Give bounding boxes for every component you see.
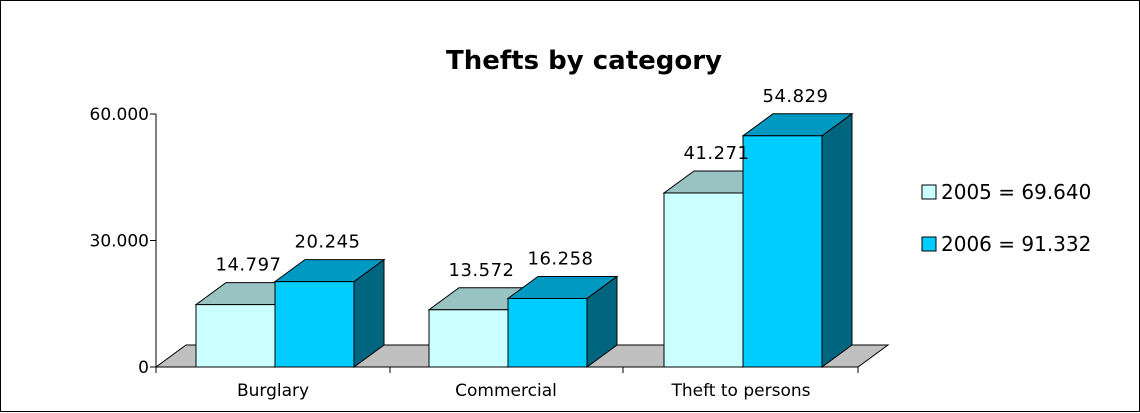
bar-front-face	[428, 309, 509, 368]
legend: 2005 = 69.640 2006 = 91.332	[921, 180, 1091, 256]
y-tick-label: 30.000	[90, 232, 149, 252]
y-tick-label: 60.000	[90, 105, 149, 125]
data-label: 14.797	[216, 255, 282, 276]
data-label: 41.271	[684, 143, 750, 164]
legend-label: 2006 = 91.332	[941, 232, 1091, 256]
bar	[741, 112, 854, 368]
data-labels-layer: 14.797 20.245 13.572 16.258 41.271 54.829	[216, 86, 829, 281]
bar-front-face	[507, 297, 588, 368]
bars-layer	[194, 112, 854, 368]
bar-side-face	[821, 112, 853, 368]
y-tick-label: 0	[138, 358, 149, 378]
bar	[273, 258, 386, 368]
category-label: Burglary	[237, 381, 309, 401]
chart-title: Thefts by category	[446, 46, 722, 76]
legend-item: 2006 = 91.332	[921, 232, 1091, 256]
category-label: Theft to persons	[671, 381, 811, 401]
data-label: 20.245	[295, 232, 361, 253]
legend-swatch	[921, 184, 937, 200]
legend-label: 2005 = 69.640	[941, 180, 1091, 204]
legend-item: 2005 = 69.640	[921, 180, 1091, 204]
category-label: Commercial	[455, 381, 557, 401]
data-label: 16.258	[528, 248, 594, 269]
bar	[506, 275, 619, 368]
bar-front-face	[274, 281, 355, 368]
bar-front-face	[742, 135, 823, 368]
legend-swatch	[921, 236, 937, 252]
bar-front-face	[663, 192, 744, 368]
category-labels-layer: Burglary Commercial Theft to persons	[237, 381, 811, 401]
data-label: 13.572	[449, 260, 515, 281]
bar-front-face	[195, 304, 276, 368]
data-label: 54.829	[763, 86, 829, 107]
